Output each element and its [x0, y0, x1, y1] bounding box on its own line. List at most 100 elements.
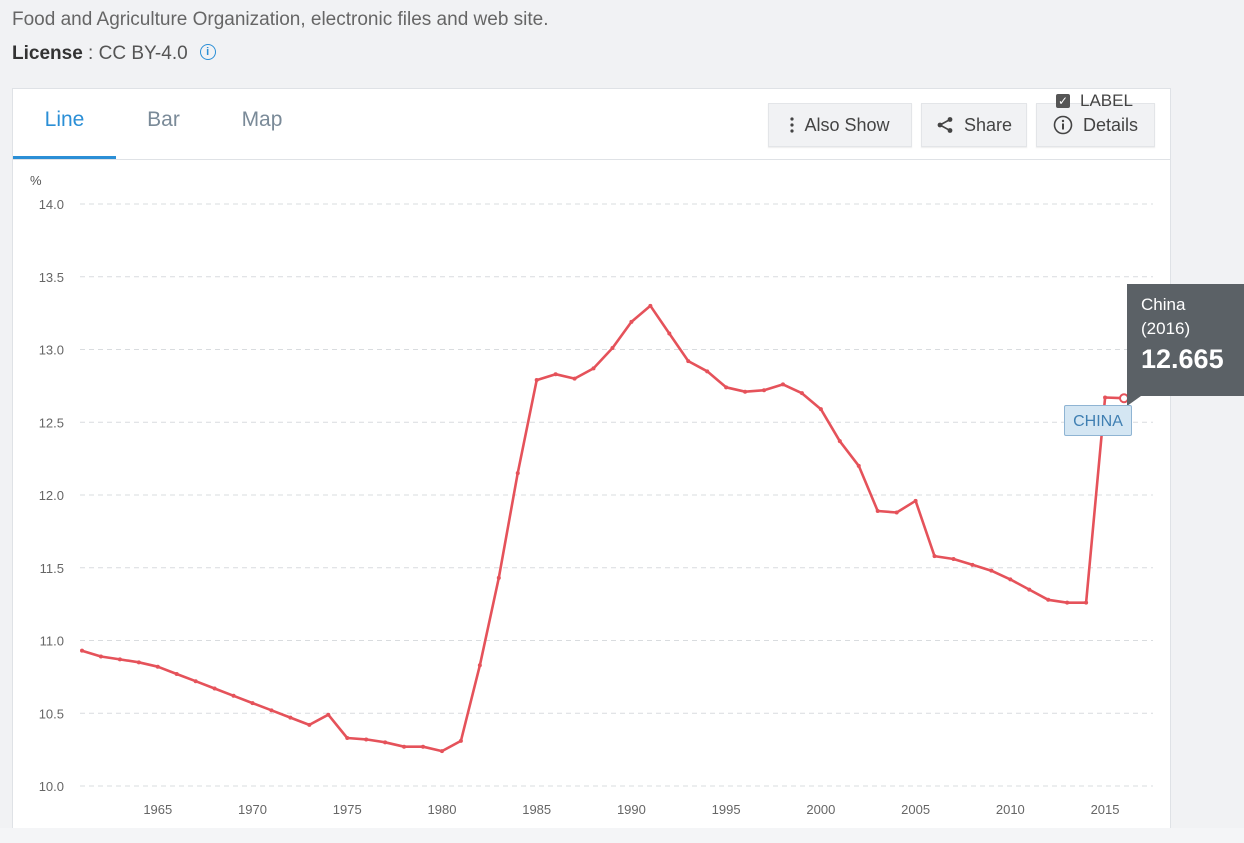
- chart-tabs: Line Bar Map Also Show Share Details: [13, 89, 1170, 160]
- tab-map[interactable]: Map: [241, 108, 283, 131]
- data-tooltip: China (2016) 12.665: [1127, 284, 1244, 396]
- x-tick-label: 1980: [428, 802, 457, 817]
- data-point: [1008, 577, 1013, 582]
- data-point: [780, 382, 785, 387]
- y-tick-label: 11.0: [40, 634, 64, 649]
- info-icon[interactable]: i: [199, 44, 216, 60]
- data-point: [799, 391, 804, 396]
- data-point: [307, 722, 312, 727]
- data-point: [1046, 597, 1051, 602]
- data-point: [1027, 587, 1032, 592]
- info-circle-icon: [1053, 115, 1073, 135]
- tab-bar[interactable]: Bar: [147, 108, 180, 131]
- series-line-china: [81, 304, 1125, 753]
- data-point: [932, 554, 937, 559]
- also-show-label: Also Show: [804, 114, 890, 135]
- data-point: [686, 359, 691, 364]
- y-tick-label: 13.5: [39, 270, 64, 285]
- data-point: [667, 331, 672, 336]
- x-tick-label: 1975: [333, 802, 362, 817]
- label-toggle[interactable]: ✓ LABEL: [1056, 91, 1133, 111]
- license-separator: :: [82, 43, 99, 64]
- more-vertical-icon: [790, 117, 795, 133]
- x-tick-label: 1985: [522, 802, 551, 817]
- share-button[interactable]: Share: [921, 103, 1027, 147]
- data-point: [818, 407, 823, 412]
- data-point: [837, 439, 842, 444]
- also-show-button[interactable]: Also Show: [768, 103, 912, 147]
- data-point: [1065, 600, 1070, 605]
- data-point: [402, 744, 407, 749]
- y-tick-label: 14.0: [39, 197, 64, 212]
- data-point: [155, 664, 160, 669]
- data-point: [743, 389, 748, 394]
- y-tick-label: 11.5: [40, 561, 64, 576]
- y-tick-label: 10.0: [39, 779, 64, 794]
- y-tick-label: 13.0: [39, 343, 64, 358]
- data-point: [1084, 600, 1089, 605]
- data-point: [894, 510, 899, 515]
- data-point: [439, 749, 444, 754]
- y-tick-label: 12.5: [39, 415, 64, 430]
- license-value: CC BY-4.0: [98, 43, 188, 64]
- data-point: [970, 562, 975, 567]
- data-point: [477, 663, 482, 668]
- data-point: [421, 744, 426, 749]
- data-point: [951, 557, 956, 562]
- data-point: [648, 303, 653, 308]
- data-point: [212, 686, 217, 691]
- data-point: [1103, 395, 1108, 400]
- x-tick-label: 1970: [238, 802, 267, 817]
- share-icon: [936, 116, 954, 134]
- x-tick-label: 2010: [996, 802, 1025, 817]
- data-point: [383, 740, 388, 745]
- license-label: License: [12, 43, 83, 64]
- data-point: [629, 319, 634, 324]
- data-point: [875, 509, 880, 514]
- data-point: [705, 369, 710, 374]
- data-point: [117, 657, 122, 662]
- x-tick-label: 2015: [1091, 802, 1120, 817]
- label-toggle-text: LABEL: [1080, 91, 1133, 110]
- data-point: [496, 575, 501, 580]
- tooltip-year: (2016): [1141, 319, 1191, 338]
- tooltip-series-name: China: [1141, 295, 1186, 314]
- tab-line[interactable]: Line: [13, 89, 116, 159]
- y-tick-label: 10.5: [39, 706, 64, 721]
- tooltip-pointer: [1127, 396, 1141, 406]
- label-checkbox[interactable]: ✓: [1056, 94, 1070, 108]
- x-tick-label: 1990: [617, 802, 646, 817]
- details-button[interactable]: Details: [1036, 103, 1155, 147]
- y-axis-label: %: [30, 173, 42, 188]
- license-line: License : CC BY-4.0 i: [12, 43, 216, 65]
- data-point: [288, 715, 293, 720]
- x-tick-label: 1995: [712, 802, 741, 817]
- chart-card: Line Bar Map Also Show Share Details: [12, 88, 1171, 830]
- data-point: [572, 376, 577, 381]
- share-label: Share: [963, 114, 1013, 135]
- data-point: [136, 660, 141, 665]
- data-point: [534, 378, 539, 383]
- data-point: [610, 346, 615, 351]
- data-point: [913, 498, 918, 503]
- x-tick-label: 2000: [806, 802, 835, 817]
- data-point: [250, 701, 255, 706]
- data-point: [856, 463, 861, 468]
- series-label-china[interactable]: CHINA: [1064, 405, 1132, 436]
- data-point: [326, 712, 331, 717]
- data-point: [98, 654, 103, 659]
- tooltip-value: 12.665: [1141, 344, 1224, 374]
- data-point: [193, 679, 198, 684]
- data-point: [345, 735, 350, 740]
- data-point: [989, 568, 994, 573]
- data-point: [553, 372, 558, 377]
- data-point: [364, 737, 369, 742]
- data-point: [80, 648, 84, 653]
- y-tick-label: 12.0: [39, 488, 64, 503]
- data-point: [591, 366, 596, 371]
- details-label: Details: [1082, 114, 1139, 135]
- x-tick-label: 1965: [143, 802, 172, 817]
- data-point: [174, 671, 179, 676]
- data-point: [724, 385, 729, 390]
